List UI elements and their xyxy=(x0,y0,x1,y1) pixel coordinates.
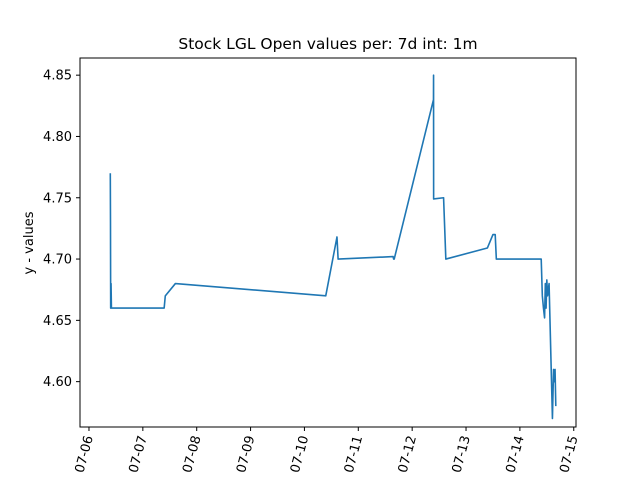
y-tick-label: 4.65 xyxy=(43,314,72,329)
y-tick-label: 4.80 xyxy=(43,130,72,145)
y-tick-label: 4.75 xyxy=(43,191,72,206)
plot-area xyxy=(109,74,557,420)
plot-frame xyxy=(79,57,577,428)
y-tick-label: 4.60 xyxy=(43,375,72,390)
y-axis-label: y - values xyxy=(22,211,37,274)
y-tick-label: 4.85 xyxy=(43,69,72,84)
y-tick-label: 4.70 xyxy=(43,253,72,268)
series-line-0 xyxy=(109,74,557,420)
y-axis: 4.60 4.65 4.70 4.75 4.80 4.85 xyxy=(43,69,80,390)
chart-title: Stock LGL Open values per: 7d int: 1m xyxy=(178,35,477,53)
